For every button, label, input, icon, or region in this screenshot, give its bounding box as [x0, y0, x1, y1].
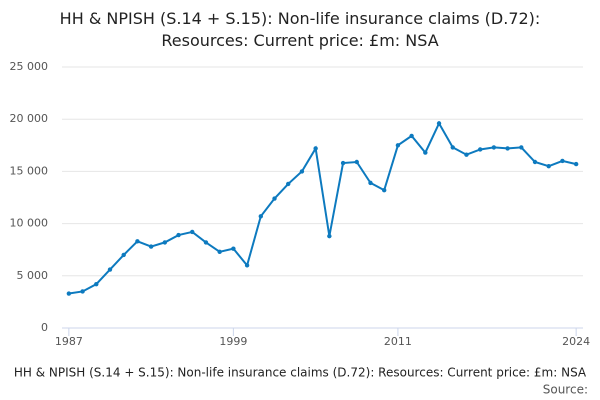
point	[107, 267, 113, 272]
series-line	[68, 121, 577, 295]
point	[477, 147, 483, 152]
point	[354, 159, 359, 165]
point	[135, 239, 140, 244]
point	[80, 289, 85, 294]
point	[423, 150, 428, 155]
point	[573, 161, 579, 167]
point	[66, 291, 72, 296]
point	[244, 263, 250, 268]
point	[464, 152, 469, 157]
point	[381, 187, 387, 193]
point	[395, 143, 401, 148]
point	[532, 159, 538, 165]
point	[368, 180, 373, 186]
point	[176, 232, 181, 238]
point	[286, 181, 291, 187]
x-tick-label: 1999	[219, 335, 247, 348]
chart-title-line2: Resources: Current price: £m: NSA	[161, 31, 438, 50]
point	[148, 244, 154, 249]
point	[546, 163, 551, 169]
point	[491, 145, 497, 150]
point	[94, 281, 99, 287]
point	[190, 229, 195, 235]
y-tick-label: 20 000	[10, 112, 49, 125]
point	[203, 240, 209, 245]
point	[450, 145, 455, 150]
point	[436, 121, 442, 126]
point	[299, 169, 305, 174]
x-tick-label: 2011	[384, 335, 412, 348]
chart-title: HH & NPISH (S.14 + S.15): Non-life insur…	[60, 9, 541, 28]
point	[409, 133, 414, 139]
point	[505, 146, 510, 151]
point	[258, 214, 264, 219]
point	[272, 196, 277, 201]
x-tick-label: 1987	[55, 335, 83, 348]
footer-title: HH & NPISH (S.14 + S.15): Non-life insur…	[14, 366, 587, 380]
source: Source:	[543, 383, 588, 397]
point	[340, 160, 346, 166]
y-tick-label: 25 000	[10, 60, 49, 73]
point	[327, 233, 332, 239]
y-tick-label: 5 000	[17, 269, 49, 282]
point	[162, 240, 168, 245]
point	[313, 146, 318, 151]
y-tick-label: 15 000	[10, 164, 49, 177]
point	[217, 249, 222, 254]
y-tick-label: 10 000	[10, 217, 49, 230]
point	[121, 252, 126, 258]
x-tick-label: 2024	[562, 335, 590, 348]
point	[231, 246, 236, 251]
y-tick-label: 0	[41, 321, 48, 334]
point	[519, 145, 524, 150]
point	[560, 158, 565, 164]
